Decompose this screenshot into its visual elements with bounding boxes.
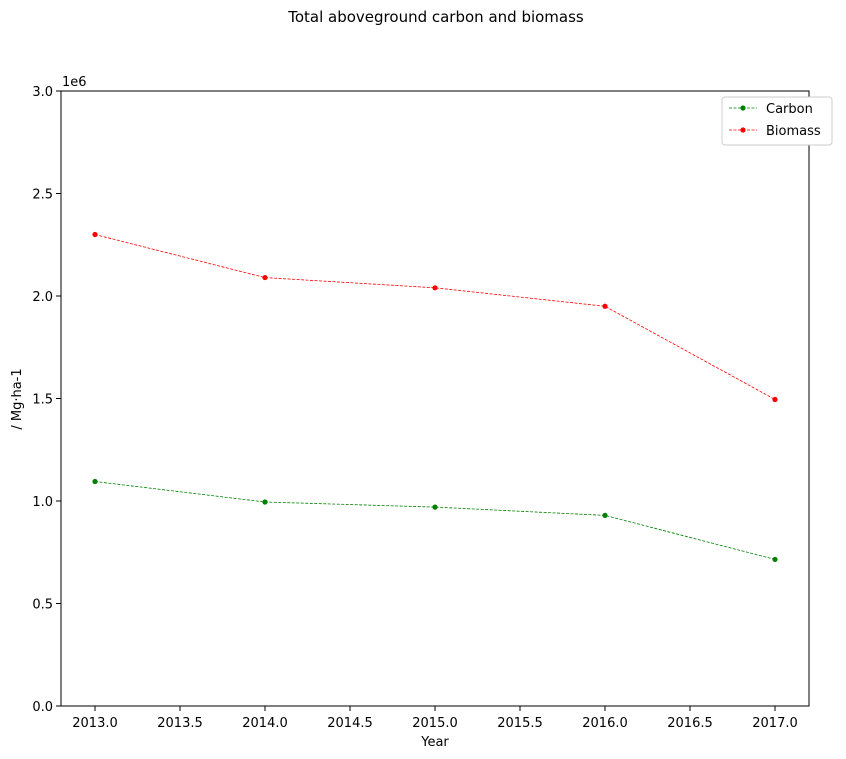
y-tick-label: 0.5 xyxy=(32,598,53,613)
x-tick-label: 2015.0 xyxy=(412,716,458,731)
y-tick-label: 2.0 xyxy=(32,290,53,305)
x-tick-label: 2016.0 xyxy=(582,716,628,731)
legend-box xyxy=(721,96,833,146)
x-tick-label: 2014.0 xyxy=(242,716,288,731)
legend-label-biomass: Biomass xyxy=(766,124,821,139)
biomass-line xyxy=(94,234,776,400)
series-biomass xyxy=(92,231,778,403)
x-tick-label: 2015.5 xyxy=(497,716,543,731)
series-carbon xyxy=(92,478,778,563)
y-tick-label: 3.0 xyxy=(32,85,53,100)
carbon-point xyxy=(772,556,778,563)
x-axis: 2013.0 2013.5 2014.0 2014.5 2015.0 2015.5 2016… xyxy=(72,706,798,731)
legend-marker-carbon xyxy=(740,105,746,111)
y-tick-label: 2.5 xyxy=(32,188,53,203)
legend-marker-biomass xyxy=(740,127,746,133)
x-tick-label: 2013.0 xyxy=(72,716,118,731)
legend-label-carbon: Carbon xyxy=(766,102,813,117)
biomass-point xyxy=(92,231,98,238)
series-layer xyxy=(92,231,778,563)
x-tick-label: 2016.5 xyxy=(667,716,713,731)
legend: Carbon Biomass xyxy=(721,96,833,146)
biomass-point xyxy=(772,396,778,403)
x-axis-label: Year xyxy=(420,735,449,750)
y-tick-label: 0.0 xyxy=(32,700,53,715)
biomass-point xyxy=(432,285,438,291)
y-tick-label: 1.5 xyxy=(32,393,53,408)
y-axis: 0.0 0.5 1.0 1.5 2.0 2.5 3.0 xyxy=(32,85,61,715)
x-tick-label: 2013.5 xyxy=(157,716,203,731)
x-tick-label: 2017.0 xyxy=(752,716,798,731)
y-axis-label: / Mg·ha-1 xyxy=(10,368,25,429)
carbon-point xyxy=(92,478,98,485)
chart-title: Total aboveground carbon and biomass xyxy=(287,8,584,26)
y-tick-label: 1.0 xyxy=(32,495,53,510)
y-offset-label: 1e6 xyxy=(62,75,87,90)
carbon-line xyxy=(94,481,776,560)
carbon-point xyxy=(602,512,608,518)
biomass-point xyxy=(262,274,268,281)
carbon-point xyxy=(432,504,438,510)
x-tick-label: 2014.5 xyxy=(327,716,373,731)
carbon-point xyxy=(262,499,268,505)
plot-area-frame xyxy=(60,90,810,707)
biomass-point xyxy=(602,303,608,309)
